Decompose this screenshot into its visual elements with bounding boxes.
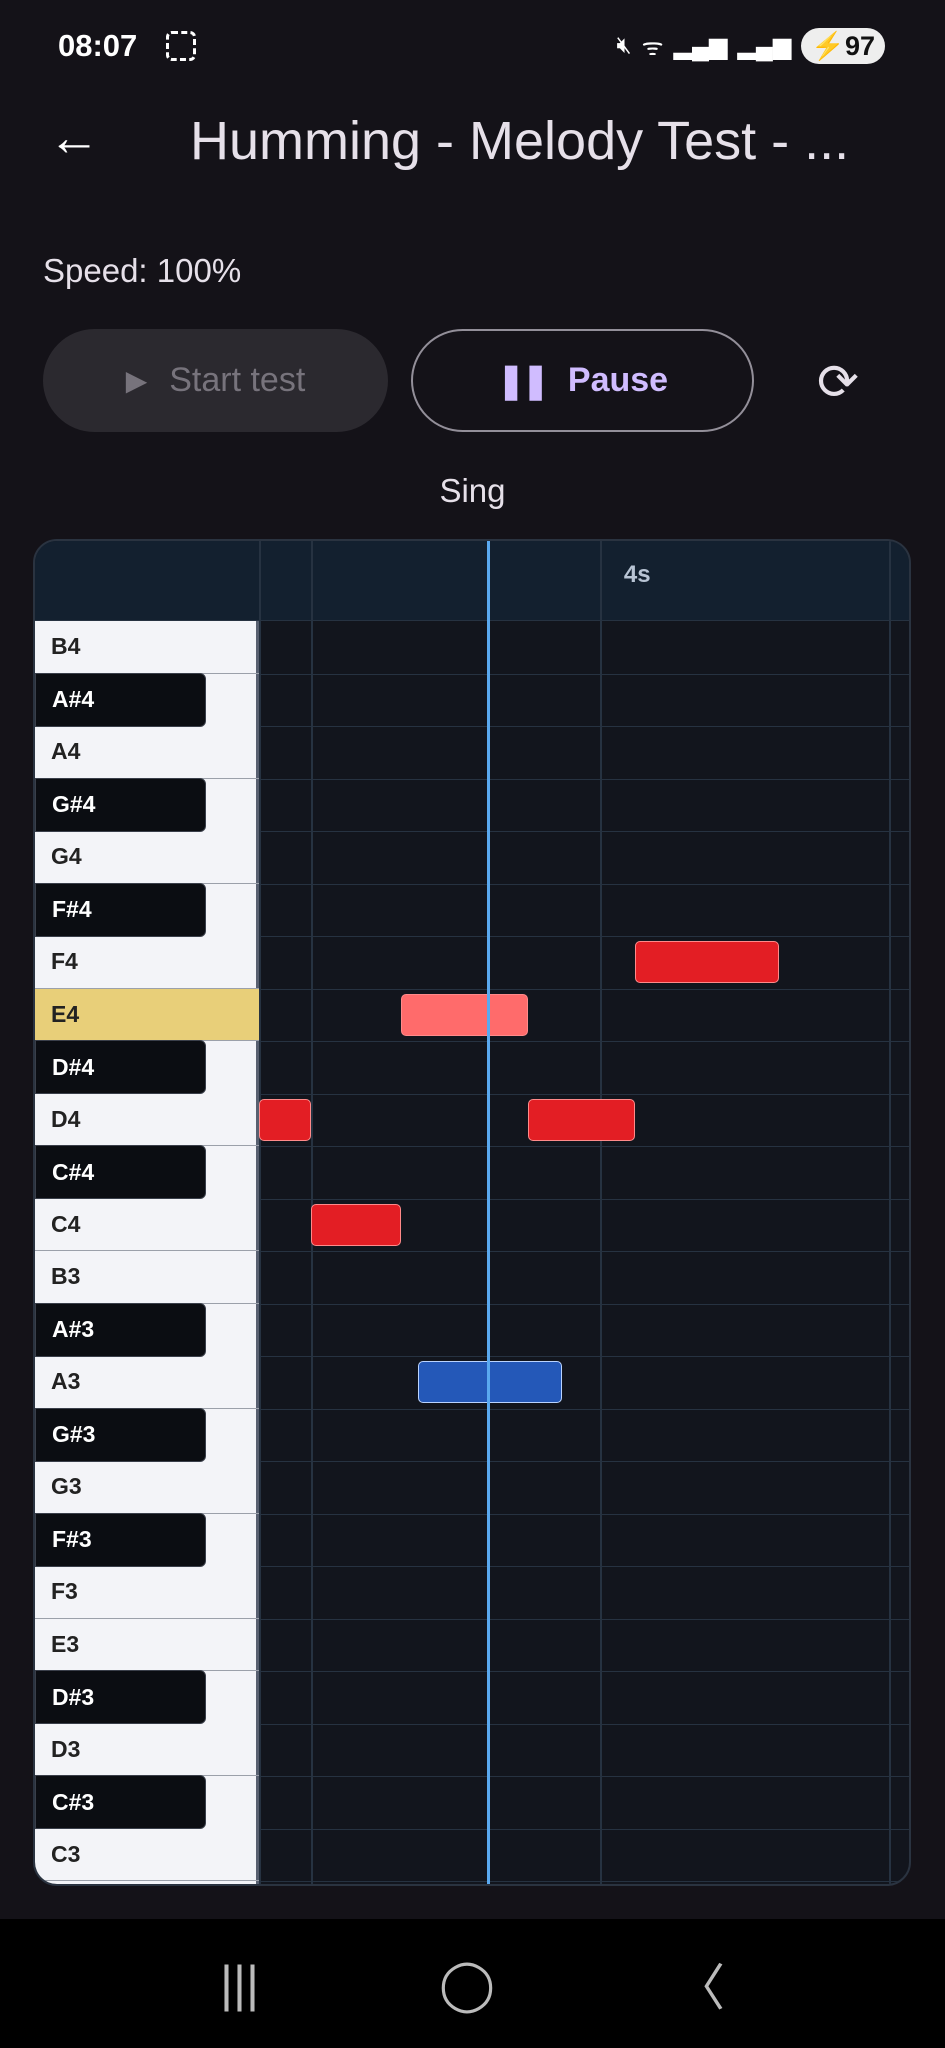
start-test-button[interactable]: ▶ Start test bbox=[43, 329, 388, 432]
status-bar: 08:07 🔇︎ ᯤ ▂▄▆ ▂▄▆ ⚡97 bbox=[0, 0, 945, 95]
piano-key-Asharp3: A#3 bbox=[35, 1302, 206, 1357]
piano-key-Asharp4: A#4 bbox=[35, 672, 206, 727]
piano-key-F4: F4 bbox=[35, 936, 259, 989]
recents-icon[interactable]: ||| bbox=[220, 1955, 259, 2012]
signal-roaming-icon: ▂▄▆ bbox=[737, 32, 792, 60]
piano-key-C3: C3 bbox=[35, 1829, 259, 1881]
piano-key-D4: D4 bbox=[35, 1094, 259, 1146]
row-gridline bbox=[259, 1618, 909, 1620]
row-gridline bbox=[259, 1723, 909, 1725]
target-note-D4 bbox=[259, 1098, 311, 1141]
signal-icon: ▂▄▆ bbox=[673, 32, 728, 60]
piano-key-G3: G3 bbox=[35, 1461, 259, 1514]
piano-keyboard: B4 A#4 A4 G#4 G4 F#4 F4 E4 D#4 D4 C#4 C4 B3 A#3 A3 G#3 G… bbox=[35, 621, 259, 1884]
restart-icon[interactable]: ⟳ bbox=[817, 354, 859, 410]
pause-label: Pause bbox=[567, 361, 669, 399]
piano-key-E3: E3 bbox=[35, 1619, 259, 1671]
row-gridline bbox=[259, 1513, 909, 1515]
piano-key-Fsharp3: F#3 bbox=[35, 1512, 206, 1567]
row-gridline bbox=[259, 778, 909, 780]
row-gridline bbox=[259, 1146, 909, 1147]
piano-key-Csharp4: C#4 bbox=[35, 1145, 206, 1199]
row-gridline bbox=[259, 1461, 909, 1462]
row-gridline bbox=[259, 1093, 909, 1095]
row-gridline bbox=[259, 1828, 909, 1830]
screenshot-icon bbox=[166, 31, 196, 61]
piano-key-A4: A4 bbox=[35, 726, 259, 779]
play-icon: ▶ bbox=[125, 365, 148, 396]
home-icon[interactable]: ◯ bbox=[438, 1955, 495, 2012]
row-gridline bbox=[259, 1303, 909, 1305]
battery-indicator: ⚡97 bbox=[801, 28, 885, 64]
piano-roll[interactable]: B4 A#4 A4 G#4 G4 F#4 F4 E4 D#4 D4 C#4 C4 B3 A#3 A3 G#3 G… bbox=[33, 539, 911, 1886]
row-gridline bbox=[259, 1671, 909, 1672]
time-label: 4s bbox=[623, 561, 651, 588]
piano-key-B3: B3 bbox=[35, 1251, 259, 1304]
row-gridline bbox=[259, 1198, 909, 1200]
row-gridline bbox=[259, 1408, 909, 1410]
battery-level: 97 bbox=[844, 31, 875, 61]
note-grid: 4s bbox=[259, 541, 909, 1884]
row-gridline bbox=[259, 673, 909, 675]
piano-key-Gsharp3: G#3 bbox=[35, 1407, 206, 1462]
pause-icon: ❚❚ bbox=[496, 361, 550, 400]
target-note-E4 bbox=[400, 993, 528, 1036]
row-gridline bbox=[259, 1251, 909, 1252]
row-gridline bbox=[259, 1776, 909, 1777]
mute-icon: 🔇︎ bbox=[616, 32, 632, 59]
wifi-icon: ᯤ bbox=[641, 33, 664, 61]
grid-start-line bbox=[259, 541, 261, 1884]
back-nav-icon[interactable]: 〈 bbox=[674, 1959, 725, 2016]
row-gridline bbox=[259, 988, 909, 990]
playhead bbox=[487, 541, 491, 1884]
piano-key-Csharp3: C#3 bbox=[35, 1775, 206, 1829]
time-gridline bbox=[599, 541, 602, 1884]
status-time: 08:07 bbox=[58, 28, 138, 63]
piano-key-D3: D3 bbox=[35, 1724, 259, 1776]
time-gridline bbox=[888, 541, 891, 1884]
target-note-F4 bbox=[634, 941, 779, 983]
piano-key-Gsharp4: G#4 bbox=[35, 777, 206, 832]
page-title: Humming - Melody Test - ... bbox=[190, 111, 850, 171]
row-gridline bbox=[259, 883, 909, 885]
target-note-C4 bbox=[311, 1203, 401, 1246]
target-note-D4 bbox=[527, 1098, 635, 1141]
piano-key-Dsharp4: D#4 bbox=[35, 1040, 206, 1094]
piano-key-Fsharp4: F#4 bbox=[35, 882, 206, 937]
piano-key-A3: A3 bbox=[35, 1356, 259, 1409]
back-arrow-icon[interactable]: ← bbox=[48, 109, 100, 167]
row-gridline bbox=[259, 1881, 909, 1882]
row-gridline bbox=[259, 936, 909, 937]
time-ruler bbox=[35, 541, 909, 621]
row-gridline bbox=[259, 1566, 909, 1567]
piano-key-B4: B4 bbox=[35, 621, 259, 674]
row-gridline bbox=[259, 1041, 909, 1042]
system-nav-bar: ||| ◯ 〈 bbox=[0, 1919, 945, 2048]
mode-label: Sing bbox=[439, 472, 506, 509]
piano-key-Dsharp3: D#3 bbox=[35, 1670, 206, 1724]
piano-key-G4: G4 bbox=[35, 831, 259, 884]
piano-key-F3: F3 bbox=[35, 1566, 259, 1619]
piano-key-C4: C4 bbox=[35, 1199, 259, 1251]
row-gridline bbox=[259, 726, 909, 727]
speed-label: Speed: 100% bbox=[43, 252, 242, 289]
piano-key-E4: E4 bbox=[35, 988, 259, 1041]
row-gridline bbox=[259, 831, 909, 832]
pause-button[interactable]: ❚❚ Pause bbox=[411, 329, 754, 432]
row-gridline bbox=[259, 1356, 909, 1357]
start-test-label: Start test bbox=[169, 361, 306, 399]
